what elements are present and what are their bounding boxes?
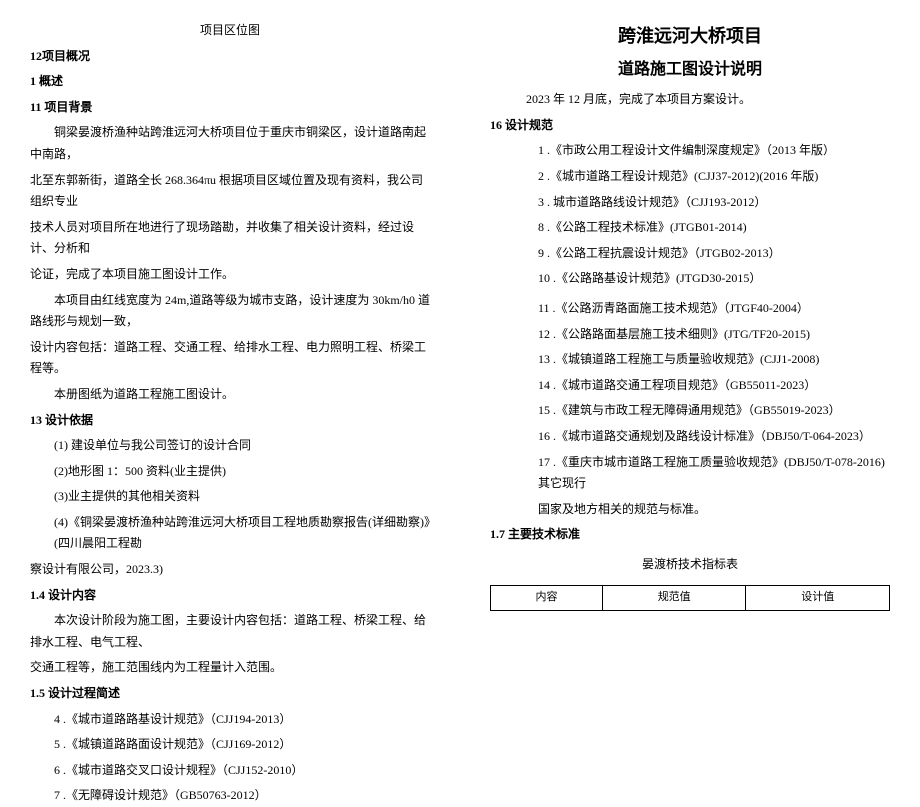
spec-7: 7 .《无障碍设计规范》（GB50763-2012） — [30, 785, 430, 807]
reg-14: 14 .《城市道路交通工程项目规范》（GB55011-2023） — [490, 375, 890, 397]
dep-4b: 察设计有限公司，2023.3) — [30, 559, 430, 581]
dep-1: (1) 建设单位与我公司签订的设计合同 — [30, 435, 430, 457]
th-design: 设计值 — [746, 586, 890, 611]
spec-table: 内容 规范值 设计值 — [490, 585, 890, 611]
para-5: 本项目由红线宽度为 24m,道路等级为城市支路，设计速度为 30km/h0 道路… — [30, 290, 430, 333]
th-content: 内容 — [491, 586, 603, 611]
main-title-1: 跨淮远河大桥项目 — [490, 20, 890, 52]
table-title: 晏渡桥技术指标表 — [490, 554, 890, 576]
para-2: 北至东郭新街，道路全长 268.364πu 根据项目区域位置及现有资料，我公司组… — [30, 170, 430, 213]
dep-2: (2)地形图 1：500 资料(业主提供) — [30, 461, 430, 483]
dep-3: (3)业主提供的其他相关资料 — [30, 486, 430, 508]
section-16-label: 16 设计规范 — [490, 118, 553, 132]
reg-15: 15 .《建筑与市政工程无障碍通用规范》（GB55019-2023） — [490, 400, 890, 422]
table-header-row: 内容 规范值 设计值 — [491, 586, 890, 611]
reg-13: 13 .《城镇道路工程施工与质量验收规范》(CJJ1-2008) — [490, 349, 890, 371]
section-12-label: 12项目概况 — [30, 49, 90, 63]
dep-4a: (4)《铜梁晏渡桥渔种站跨淮远河大桥项目工程地质勘察报告(详细勘察)》(四川晨阳… — [30, 512, 430, 555]
reg-11: 11 .《公路沥青路面施工技术规范》（JTGF40-2004） — [490, 298, 890, 320]
location-map-heading: 项目区位图 — [30, 20, 430, 42]
th-norm: 规范值 — [602, 586, 746, 611]
reg-8: 8 .《公路工程技术标准》(JTGB01-2014) — [490, 217, 890, 239]
section-11-label: 11 项目背景 — [30, 100, 92, 114]
section-11: 11 项目背景 — [30, 97, 430, 119]
main-title-2: 道路施工图设计说明 — [490, 56, 890, 85]
section-14: 1.4 设计内容 — [30, 585, 430, 607]
section-1: 1 概述 — [30, 71, 430, 93]
para-7: 本册图纸为道路工程施工图设计。 — [30, 384, 430, 406]
content-2: 交通工程等，施工范围线内为工程量计入范围。 — [30, 657, 430, 679]
para-6: 设计内容包括：道路工程、交通工程、给排水工程、电力照明工程、桥梁工程等。 — [30, 337, 430, 380]
reg-17: 17 .《重庆市城市道路工程施工质量验收规范》(DBJ50/T-078-2016… — [490, 452, 890, 495]
content-1: 本次设计阶段为施工图，主要设计内容包括：道路工程、桥梁工程、给排水工程、电气工程… — [30, 610, 430, 653]
reg-2: 2 .《城市道路工程设计规范》(CJJ37-2012)(2016 年版) — [490, 166, 890, 188]
spec-5: 5 .《城镇道路路面设计规范》（CJJ169-2012） — [30, 734, 430, 756]
section-1-label: 1 概述 — [30, 74, 63, 88]
section-13-label: 13 设计依据 — [30, 413, 93, 427]
section-13: 13 设计依据 — [30, 410, 430, 432]
left-column: 项目区位图 12项目概况 1 概述 11 项目背景 铜梁晏渡桥渔种站跨淮远河大桥… — [0, 0, 460, 651]
reg-9: 9 .《公路工程抗震设计规范》（JTGB02-2013） — [490, 243, 890, 265]
completed-text: 2023 年 12 月底，完成了本项目方案设计。 — [490, 89, 890, 111]
reg-17b: 国家及地方相关的规范与标准。 — [490, 499, 890, 521]
spec-6: 6 .《城市道路交叉口设计规程》（CJJ152-2010） — [30, 760, 430, 782]
section-16: 16 设计规范 — [490, 115, 890, 137]
para-3: 技术人员对项目所在地进行了现场踏勘，并收集了相关设计资料，经过设计、分析和 — [30, 217, 430, 260]
section-15: 1.5 设计过程简述 — [30, 683, 430, 705]
para-1: 铜梁晏渡桥渔种站跨淮远河大桥项目位于重庆市铜梁区，设计道路南起中南路， — [30, 122, 430, 165]
section-15-label: 1.5 设计过程简述 — [30, 686, 120, 700]
section-14-label: 1.4 设计内容 — [30, 588, 96, 602]
reg-16: 16 .《城市道路交通规划及路线设计标准》（DBJ50/T-064-2023） — [490, 426, 890, 448]
section-17-label: 1.7 主要技术标准 — [490, 527, 580, 541]
reg-3: 3 . 城市道路路线设计规范》（CJJ193-2012） — [490, 192, 890, 214]
reg-1: 1 .《市政公用工程设计文件编制深度规定》（2013 年版） — [490, 140, 890, 162]
section-17: 1.7 主要技术标准 — [490, 524, 890, 546]
reg-12: 12 .《公路路面基层施工技术细则》(JTG/TF20-2015) — [490, 324, 890, 346]
para-4: 论证，完成了本项目施工图设计工作。 — [30, 264, 430, 286]
right-column: 跨淮远河大桥项目 道路施工图设计说明 2023 年 12 月底，完成了本项目方案… — [460, 0, 920, 651]
section-12: 12项目概况 — [30, 46, 430, 68]
spec-4: 4 .《城市道路路基设计规范》（CJJ194-2013） — [30, 709, 430, 731]
reg-10: 10 .《公路路基设计规范》(JTGD30-2015） — [490, 268, 890, 290]
